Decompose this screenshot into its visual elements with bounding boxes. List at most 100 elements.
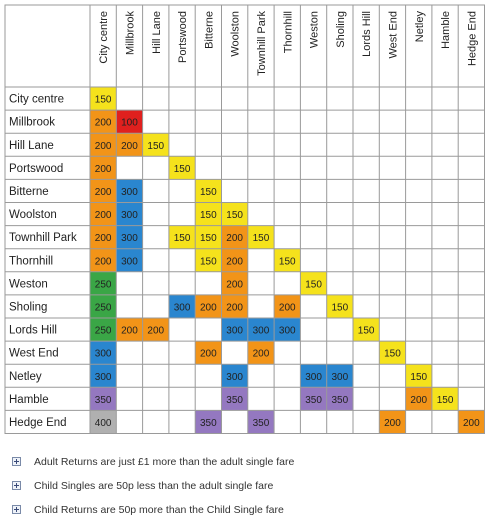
- svg-text:200: 200: [200, 302, 217, 313]
- svg-text:200: 200: [95, 210, 112, 221]
- fare-cell: 150: [326, 294, 353, 318]
- fare-cell: 300: [116, 248, 143, 272]
- row-label: Netley: [9, 371, 42, 383]
- row-label: Sholing: [9, 301, 47, 313]
- fare-cell: 200: [116, 318, 143, 342]
- note-text: Adult Returns are just £1 more than the …: [34, 455, 295, 468]
- fare-cell: 200: [247, 341, 275, 365]
- fare-cell: 200: [195, 294, 222, 318]
- svg-text:200: 200: [95, 256, 112, 267]
- fare-cell: 250: [90, 318, 117, 342]
- svg-text:150: 150: [95, 95, 112, 106]
- svg-text:200: 200: [410, 395, 427, 406]
- svg-text:150: 150: [147, 141, 164, 152]
- fare-cell: 300: [90, 364, 117, 388]
- row-label: Hamble: [9, 394, 49, 406]
- column-header: Lords Hill: [361, 11, 373, 57]
- svg-text:150: 150: [332, 302, 349, 313]
- svg-text:250: 250: [95, 326, 112, 337]
- svg-text:200: 200: [121, 326, 138, 337]
- fare-notes: Adult Returns are just £1 more than the …: [12, 455, 482, 527]
- svg-text:250: 250: [95, 279, 112, 290]
- svg-text:200: 200: [384, 418, 401, 429]
- fare-cell: 250: [90, 294, 117, 318]
- fare-cell: 200: [90, 156, 117, 180]
- column-header: City centre: [98, 11, 110, 64]
- svg-text:150: 150: [279, 256, 296, 267]
- fare-cell: 400: [90, 410, 117, 434]
- svg-text:300: 300: [279, 326, 296, 337]
- fare-cell: 100: [116, 110, 143, 134]
- svg-text:300: 300: [332, 372, 349, 383]
- svg-text:150: 150: [437, 395, 454, 406]
- fare-cell: 300: [274, 318, 301, 342]
- fare-cell: 350: [195, 410, 222, 434]
- row-label: Thornhill: [9, 255, 53, 267]
- column-header: Millbrook: [124, 11, 136, 56]
- fare-cell: 200: [90, 110, 117, 134]
- fare-cell: 150: [379, 341, 406, 365]
- column-header: Bitterne: [203, 11, 215, 49]
- column-header: Sholing: [335, 11, 347, 48]
- fare-cell: 200: [116, 133, 143, 157]
- svg-text:300: 300: [121, 187, 138, 198]
- svg-text:200: 200: [121, 141, 138, 152]
- svg-text:200: 200: [95, 233, 112, 244]
- row-label: Portswood: [9, 163, 63, 175]
- fare-cell: 350: [90, 387, 117, 411]
- row-label: City centre: [9, 94, 64, 106]
- svg-text:350: 350: [332, 395, 349, 406]
- plus-bullet-icon: [12, 505, 21, 514]
- svg-text:300: 300: [226, 372, 243, 383]
- fare-cell: 200: [90, 225, 117, 249]
- svg-text:150: 150: [305, 279, 322, 290]
- note-child-singles: Child Singles are 50p less than the adul…: [12, 479, 482, 492]
- fare-grid: 150 200 100 200 200 150 200 150 200 300 150 200 300 1…: [4, 4, 485, 434]
- fare-cell: 150: [431, 387, 459, 411]
- fare-cell: 150: [168, 156, 196, 180]
- column-header: West End: [387, 11, 399, 59]
- row-label: Millbrook: [9, 117, 55, 129]
- fare-cell: 200: [221, 225, 248, 249]
- fare-cell: 150: [168, 225, 196, 249]
- svg-text:150: 150: [410, 372, 427, 383]
- svg-text:200: 200: [226, 279, 243, 290]
- fare-cell: 200: [195, 341, 222, 365]
- svg-text:100: 100: [121, 118, 138, 129]
- fare-cell: 150: [221, 202, 248, 226]
- svg-text:250: 250: [95, 302, 112, 313]
- fare-cell: 350: [326, 387, 353, 411]
- svg-text:200: 200: [279, 302, 296, 313]
- svg-text:300: 300: [174, 302, 191, 313]
- row-label: Townhill Park: [9, 232, 77, 244]
- fare-cell: 300: [168, 294, 196, 318]
- svg-text:150: 150: [200, 256, 217, 267]
- column-header: Portswood: [177, 11, 189, 63]
- svg-text:150: 150: [384, 349, 401, 360]
- column-header: Woolston: [230, 11, 242, 57]
- fare-cell: 300: [116, 225, 143, 249]
- svg-text:150: 150: [200, 233, 217, 244]
- fare-cell: 200: [90, 202, 117, 226]
- fare-cell: 150: [247, 225, 275, 249]
- fare-cell: 300: [300, 364, 327, 388]
- svg-text:400: 400: [95, 418, 112, 429]
- fare-cell: 150: [195, 179, 222, 203]
- column-header: Hamble: [440, 11, 452, 49]
- svg-text:200: 200: [226, 302, 243, 313]
- column-header: Townhill Park: [256, 11, 268, 76]
- fare-cell: 300: [116, 202, 143, 226]
- fare-cell: 300: [247, 318, 275, 342]
- plus-bullet-icon: [12, 481, 21, 490]
- svg-text:200: 200: [95, 118, 112, 129]
- column-header: Thornhill: [282, 11, 294, 53]
- fare-cell: 350: [247, 410, 275, 434]
- row-label: Bitterne: [9, 186, 49, 198]
- fare-cell: 300: [221, 318, 248, 342]
- svg-text:200: 200: [200, 349, 217, 360]
- row-label: Lords Hill: [9, 325, 57, 337]
- fare-cell: 150: [195, 225, 222, 249]
- fare-cell: 200: [379, 410, 406, 434]
- svg-text:150: 150: [174, 233, 191, 244]
- svg-text:300: 300: [121, 233, 138, 244]
